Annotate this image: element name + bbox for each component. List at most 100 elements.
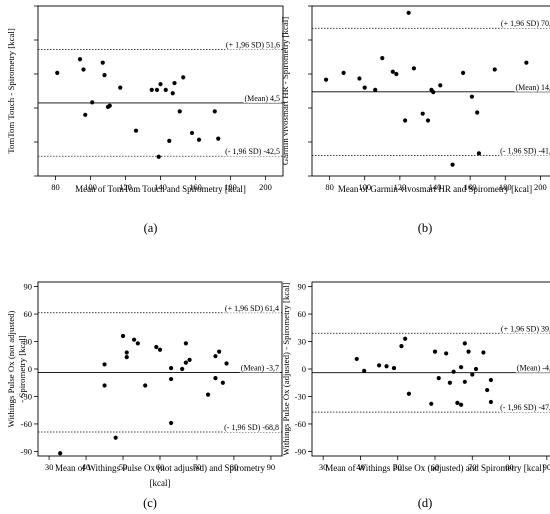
data-point <box>163 87 168 92</box>
y-tick-label: 0 <box>302 364 306 374</box>
label-halo <box>499 403 550 413</box>
data-point <box>473 366 479 372</box>
data-point <box>102 383 107 388</box>
x-tick-label: 180 <box>499 182 512 192</box>
y-tick-label: 60 <box>298 309 307 319</box>
label-halo <box>239 363 280 373</box>
data-point <box>154 87 160 92</box>
reference-line-label: (- 1,96 SD) -68,8 <box>224 423 279 432</box>
data-point <box>380 56 385 61</box>
label-halo <box>223 303 280 313</box>
x-tick-label: 70 <box>193 462 202 472</box>
x-tick-label: 80 <box>230 462 239 472</box>
data-point <box>461 70 466 75</box>
data-point <box>213 376 218 381</box>
y-tick-label: -30 <box>295 391 306 401</box>
x-tick-label: 100 <box>84 182 97 192</box>
data-point <box>403 336 408 341</box>
panel-b: 80 100 120 140 160 180 200 (+ 1,96 SD) 70,4 (Mea… <box>280 5 550 235</box>
reference-line-label: (+ 1,96 SD) 61,4 <box>225 304 279 313</box>
x-axis-label: Mean of Withings Pulse Ox (not adjusted)… <box>55 463 265 473</box>
data-point <box>429 401 434 406</box>
data-point <box>373 87 378 92</box>
data-point <box>168 420 174 426</box>
label-halo <box>499 324 550 334</box>
y-tick-label: 90 <box>24 282 33 292</box>
label-halo <box>223 423 280 433</box>
data-point <box>451 369 456 374</box>
data-point <box>216 136 221 141</box>
reference-line-label: (Mean) 4,5 <box>244 94 280 103</box>
panel-d: 30 40 50 60 70 80 90 -90 -60 -30 0 30 60 90 (+ 1,96 SD… <box>281 281 550 510</box>
data-point <box>157 347 163 352</box>
x-tick-label: 40 <box>82 462 91 472</box>
data-point <box>476 151 482 156</box>
x-tick-label: 60 <box>431 462 440 472</box>
data-point <box>100 60 105 65</box>
x-tick-label: 90 <box>543 462 550 472</box>
data-point <box>323 77 329 82</box>
data-point <box>431 90 436 95</box>
panel-letter: (d) <box>418 496 433 510</box>
data-point <box>450 162 455 167</box>
label-halo <box>514 82 550 92</box>
data-point <box>118 85 123 90</box>
x-tick-label: 80 <box>505 462 514 472</box>
data-point <box>406 391 412 396</box>
data-point <box>183 360 188 365</box>
data-point <box>488 399 494 405</box>
x-tick-label: 80 <box>325 182 334 192</box>
data-point <box>466 349 471 354</box>
data-point <box>196 137 202 142</box>
data-point <box>455 400 460 405</box>
data-point <box>458 402 464 407</box>
data-point <box>341 70 346 75</box>
data-point <box>492 67 497 72</box>
data-point <box>485 387 490 393</box>
data-point <box>425 118 431 123</box>
data-point <box>436 376 441 381</box>
data-point <box>354 356 359 362</box>
x-tick-label: 160 <box>464 182 477 192</box>
data-point <box>470 372 475 377</box>
data-point <box>133 128 139 133</box>
data-point <box>213 354 218 359</box>
panel-a: 80 100 120 140 160 180 200 (+ 1,96 SD) 51,6 (Mea… <box>6 5 284 235</box>
data-point <box>420 111 425 116</box>
x-axis-label: Mean of Garmin vivosmart HR and Spiromet… <box>338 184 532 194</box>
y-tick-label: 0 <box>28 364 32 374</box>
data-point <box>90 100 95 105</box>
y-tick-label: 90 <box>298 282 307 292</box>
data-point <box>167 138 172 143</box>
data-point <box>357 76 362 81</box>
x-tick-label: 30 <box>45 462 54 472</box>
x-tick-label: 80 <box>51 182 60 192</box>
data-point <box>177 109 182 114</box>
data-point <box>399 344 404 349</box>
x-tick-label: 40 <box>356 462 365 472</box>
data-point <box>183 341 188 346</box>
y-tick-label: -60 <box>295 419 306 429</box>
data-point <box>156 154 161 159</box>
y-tick-label: 30 <box>24 337 33 347</box>
data-point <box>391 365 397 371</box>
x-tick-label: 120 <box>119 182 132 192</box>
data-point <box>143 383 148 388</box>
x-tick-label: 180 <box>224 182 237 192</box>
data-point <box>475 110 480 115</box>
data-point <box>172 80 177 86</box>
data-point <box>217 349 222 354</box>
x-tick-label: 200 <box>259 182 272 192</box>
data-point <box>224 361 229 366</box>
data-point <box>411 66 417 71</box>
data-point <box>77 57 83 62</box>
data-point <box>524 60 529 65</box>
y-tick-label: -90 <box>295 446 306 456</box>
x-tick-label: 200 <box>534 182 547 192</box>
data-point <box>394 71 399 77</box>
y-axis-label: - Spirometry [kcal] <box>17 335 27 402</box>
data-point <box>149 87 154 92</box>
data-point <box>81 67 86 72</box>
data-point <box>444 351 449 356</box>
plot-frame <box>311 281 550 457</box>
